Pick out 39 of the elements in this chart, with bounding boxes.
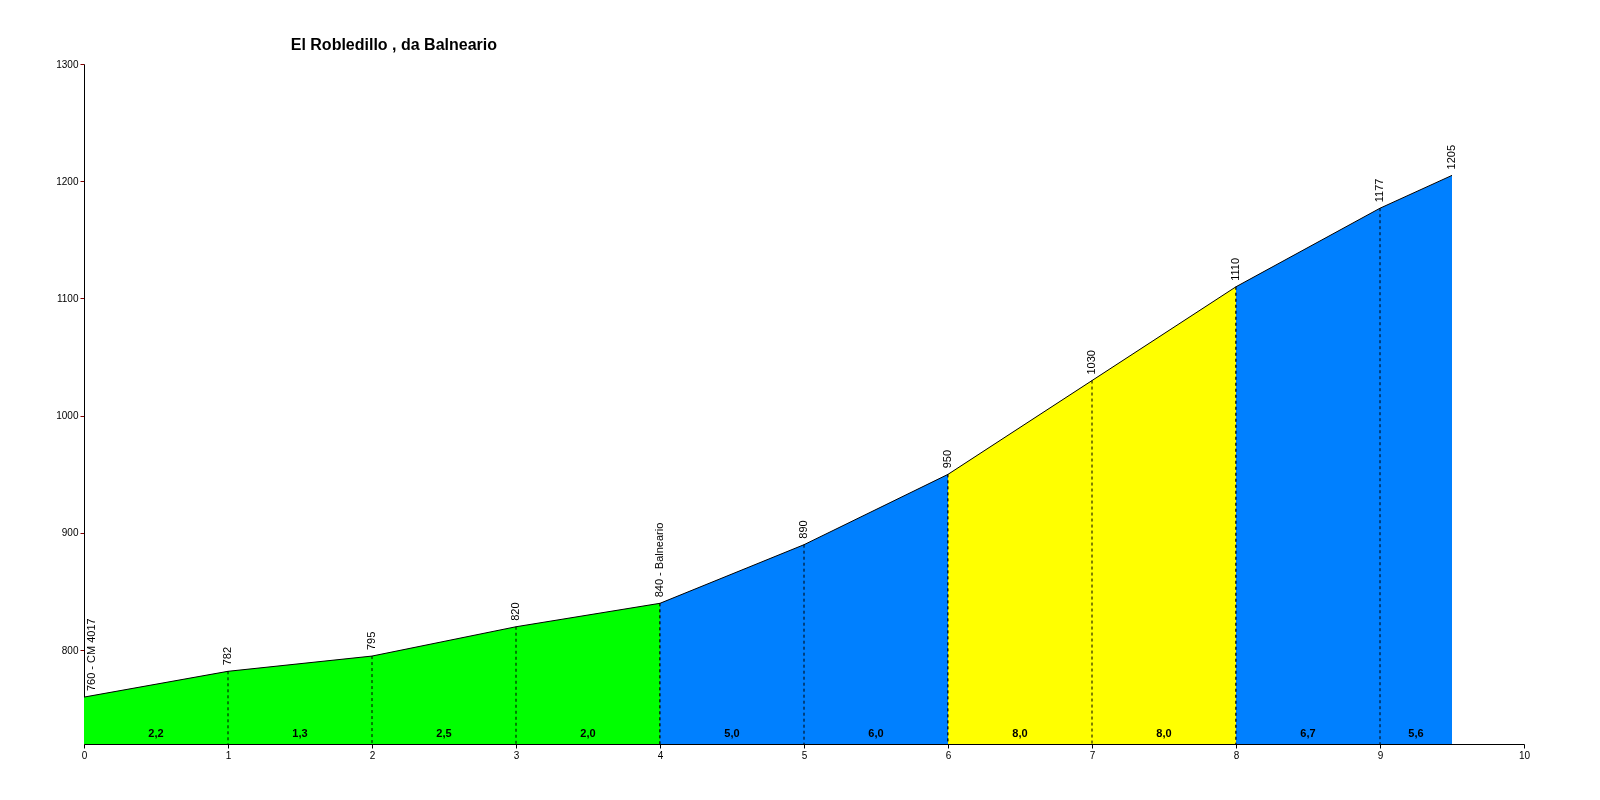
y-tick-label: 1000	[56, 410, 79, 422]
y-tick-label: 1100	[56, 292, 79, 304]
y-tick-label: 800	[61, 644, 79, 656]
annotation: 5,6	[1408, 727, 1424, 740]
data-label: 950	[941, 449, 953, 469]
annotation: 2,5	[436, 727, 452, 740]
data-label: 795	[365, 631, 377, 651]
data-label: 760 - CM 4017	[85, 618, 97, 692]
annotation: 5,0	[724, 727, 740, 740]
y-tick-label: 900	[61, 527, 79, 539]
x-tick-label: 3	[513, 749, 520, 761]
data-label: 1205	[1445, 144, 1457, 170]
annotation: 8,0	[1156, 727, 1172, 740]
annotation: 2,2	[148, 727, 164, 740]
annotation: 1,3	[292, 727, 308, 740]
data-label: 820	[509, 602, 521, 621]
x-tick-label: 1	[225, 749, 232, 761]
x-tick-label: 4	[657, 749, 664, 761]
x-tick-label: 9	[1377, 749, 1384, 761]
x-tick-label: 5	[801, 749, 808, 761]
data-label: 1177	[1373, 178, 1385, 203]
y-tick-label: 1200	[56, 175, 79, 187]
annotation: 6,7	[1300, 727, 1316, 740]
chart-title: El Robledillo , da Balneario	[290, 36, 498, 53]
annotation: 8,0	[1012, 727, 1028, 740]
annotation: 6,0	[868, 727, 884, 740]
x-tick-label: 6	[945, 749, 952, 761]
x-tick-label: 8	[1233, 749, 1240, 761]
data-label: 890	[797, 520, 809, 539]
data-label: 1110	[1229, 257, 1241, 281]
x-tick-label: 2	[369, 749, 376, 761]
data-label: 840 - Balneario	[653, 522, 665, 598]
data-label: 782	[221, 646, 233, 666]
x-tick-label: 7	[1089, 749, 1096, 761]
x-tick-label: 10	[1518, 749, 1531, 761]
data-label: 1030	[1085, 350, 1097, 375]
annotation: 2,0	[580, 727, 596, 740]
y-tick-label: 1300	[56, 58, 79, 70]
x-tick-label: 0	[81, 749, 88, 761]
